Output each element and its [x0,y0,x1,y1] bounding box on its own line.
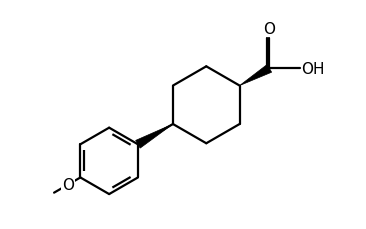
Text: OH: OH [301,62,325,76]
Polygon shape [240,65,272,86]
Polygon shape [136,125,173,148]
Text: O: O [62,177,74,192]
Text: O: O [264,22,275,37]
